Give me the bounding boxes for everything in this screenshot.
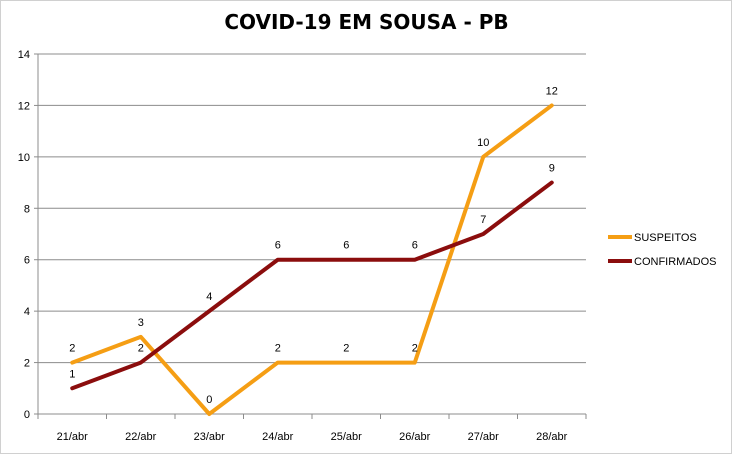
data-label: 2 bbox=[343, 343, 349, 355]
y-tick-label: 8 bbox=[24, 203, 30, 215]
legend-label: SUSPEITOS bbox=[634, 232, 697, 244]
legend-label: CONFIRMADOS bbox=[634, 256, 717, 268]
x-tick-label: 25/abr bbox=[331, 431, 363, 443]
x-tick-label: 21/abr bbox=[57, 431, 89, 443]
data-label: 2 bbox=[69, 343, 75, 355]
data-label: 7 bbox=[480, 214, 486, 226]
y-tick-label: 6 bbox=[24, 255, 30, 267]
data-label: 9 bbox=[549, 163, 555, 175]
data-label: 6 bbox=[275, 240, 281, 252]
data-label: 2 bbox=[275, 343, 281, 355]
data-label: 2 bbox=[138, 343, 144, 355]
y-tick-label: 4 bbox=[24, 306, 30, 318]
data-label: 4 bbox=[206, 291, 212, 303]
x-tick-label: 22/abr bbox=[125, 431, 157, 443]
y-tick-label: 0 bbox=[24, 409, 30, 421]
data-label: 2 bbox=[412, 343, 418, 355]
data-label: 10 bbox=[477, 137, 489, 149]
y-tick-label: 2 bbox=[24, 358, 30, 370]
series-line-suspeitos bbox=[70, 103, 554, 416]
y-tick-label: 12 bbox=[18, 100, 30, 112]
data-label: 0 bbox=[206, 394, 212, 406]
data-label: 6 bbox=[343, 240, 349, 252]
x-tick-label: 23/abr bbox=[194, 431, 226, 443]
x-tick-label: 28/abr bbox=[536, 431, 568, 443]
data-label: 3 bbox=[138, 317, 144, 329]
series-line-confirmados bbox=[70, 180, 554, 391]
x-tick-label: 26/abr bbox=[399, 431, 431, 443]
data-label: 6 bbox=[412, 240, 418, 252]
y-tick-label: 10 bbox=[18, 152, 30, 164]
data-label: 12 bbox=[546, 85, 558, 97]
x-tick-label: 24/abr bbox=[262, 431, 294, 443]
y-tick-label: 14 bbox=[18, 49, 30, 61]
data-label: 1 bbox=[69, 368, 75, 380]
x-tick-label: 27/abr bbox=[468, 431, 500, 443]
chart-title: COVID-19 EM SOUSA - PB bbox=[224, 10, 509, 34]
